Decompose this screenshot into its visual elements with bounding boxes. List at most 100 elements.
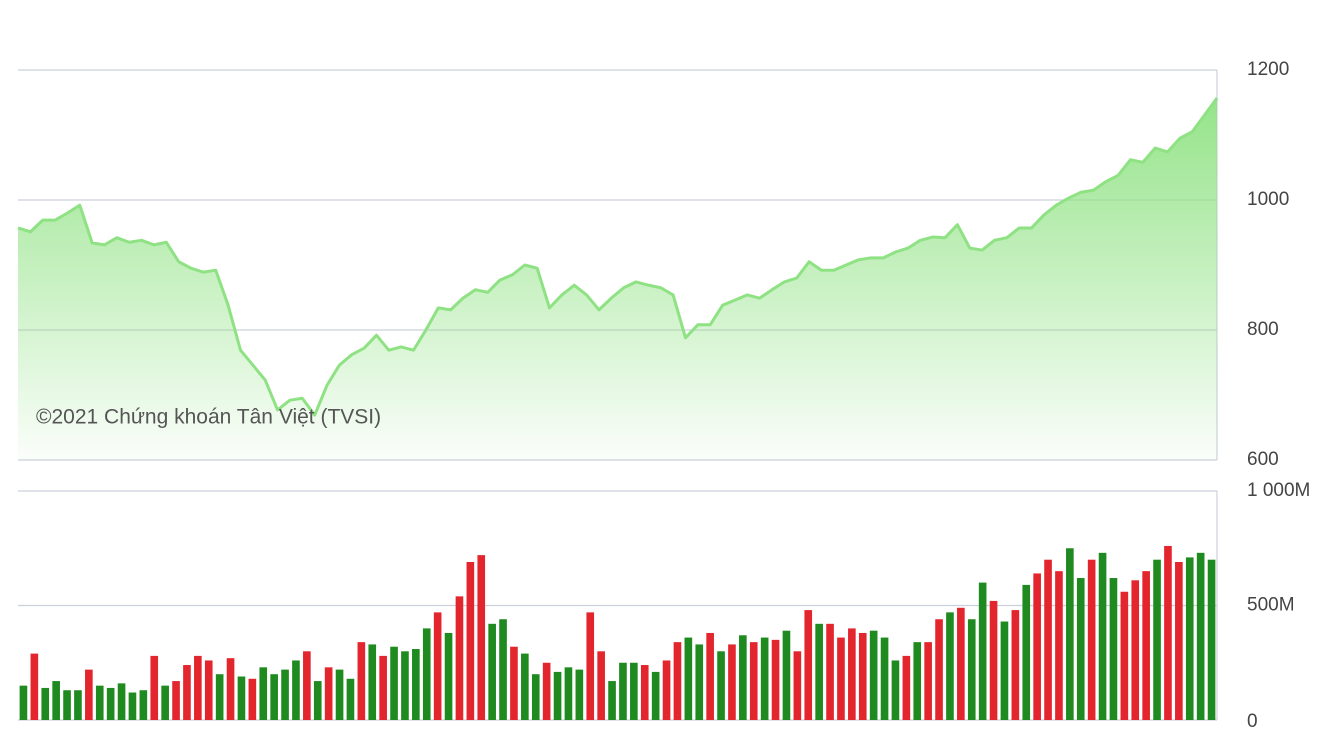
volume-bar bbox=[1066, 548, 1074, 720]
volume-bar bbox=[1033, 573, 1041, 720]
volume-bar bbox=[739, 635, 747, 720]
volume-bar bbox=[717, 651, 725, 720]
y-tick-label: 0 bbox=[1247, 711, 1258, 732]
volume-bar bbox=[1098, 552, 1107, 720]
volume-bar bbox=[63, 690, 71, 720]
volume-bar bbox=[313, 681, 322, 720]
price-area bbox=[18, 97, 1217, 460]
volume-bar bbox=[150, 655, 159, 720]
volume-bar bbox=[117, 683, 126, 720]
volume-bar bbox=[608, 681, 616, 720]
volume-bar bbox=[1153, 559, 1161, 720]
volume-bar bbox=[771, 639, 780, 720]
volume-bar bbox=[673, 642, 682, 720]
volume-bar bbox=[303, 651, 311, 720]
volume-bar bbox=[466, 561, 475, 720]
y-tick-label: 600 bbox=[1247, 449, 1279, 470]
y-tick-label: 500M bbox=[1247, 595, 1295, 616]
volume-bar bbox=[640, 665, 649, 720]
volume-bar bbox=[935, 619, 943, 720]
volume-bar bbox=[1076, 578, 1085, 720]
volume-bar bbox=[1022, 584, 1031, 720]
volume-bar bbox=[728, 644, 736, 720]
y-tick-label: 1200 bbox=[1247, 59, 1289, 80]
volume-bar bbox=[782, 630, 791, 720]
volume-bar bbox=[630, 662, 638, 720]
volume-bar bbox=[1207, 559, 1216, 720]
volume-bar bbox=[1055, 571, 1063, 720]
volume-bar bbox=[967, 619, 976, 720]
volume-bar bbox=[1044, 559, 1052, 720]
volume-bar bbox=[401, 651, 409, 720]
volume-bar bbox=[335, 669, 344, 720]
volume-bar bbox=[95, 685, 104, 720]
volume-bar bbox=[1131, 580, 1140, 720]
volume-bar bbox=[248, 678, 257, 720]
volume-bar bbox=[183, 665, 191, 720]
volume-bar bbox=[848, 628, 856, 720]
volume-bar bbox=[869, 630, 878, 720]
volume-bar bbox=[488, 623, 496, 720]
y-tick-label: 1000 bbox=[1247, 189, 1289, 210]
volume-bar bbox=[215, 674, 224, 720]
volume-bar bbox=[444, 632, 453, 720]
volume-bar bbox=[128, 692, 137, 720]
volume-bar bbox=[19, 685, 28, 720]
volume-bar bbox=[204, 660, 213, 720]
volume-bar bbox=[412, 649, 420, 720]
volume-bar bbox=[346, 678, 355, 720]
volume-bar bbox=[455, 596, 464, 720]
volume-bar bbox=[695, 644, 704, 720]
volume-bar bbox=[858, 632, 867, 720]
volume-bar bbox=[749, 642, 758, 720]
volume-bar bbox=[815, 623, 823, 720]
volume-bar bbox=[52, 681, 60, 720]
volume-bar bbox=[760, 637, 769, 720]
volume-bar bbox=[292, 660, 300, 720]
volume-bar bbox=[651, 671, 660, 720]
volume-bar bbox=[433, 612, 442, 720]
volume-bar bbox=[1185, 557, 1194, 720]
volume-bar bbox=[531, 674, 540, 720]
volume-bar bbox=[826, 623, 834, 720]
volume-bar bbox=[172, 681, 180, 720]
volume-bar bbox=[237, 676, 246, 720]
volume-bar bbox=[477, 555, 486, 720]
volume-bar bbox=[837, 637, 845, 720]
volume-bar bbox=[521, 653, 529, 720]
volume-bar bbox=[74, 690, 82, 720]
volume-bar bbox=[226, 658, 235, 720]
volume-bar bbox=[357, 642, 366, 720]
volume-bar bbox=[270, 674, 278, 720]
volume-bar bbox=[564, 667, 573, 720]
volume-bar bbox=[957, 607, 965, 720]
volume-bar bbox=[281, 669, 289, 720]
volume-bar bbox=[553, 671, 562, 720]
volume-bar bbox=[924, 642, 932, 720]
volume-bar bbox=[793, 651, 802, 720]
volume-bar bbox=[161, 685, 169, 720]
volume-bar bbox=[575, 669, 584, 720]
volume-bar bbox=[1000, 621, 1009, 720]
volume-bar bbox=[259, 667, 268, 720]
volume-bar bbox=[1142, 571, 1150, 720]
volume-bar bbox=[586, 612, 595, 720]
volume-bar bbox=[804, 610, 813, 720]
volume-bar bbox=[30, 653, 39, 720]
volume-bar bbox=[499, 619, 507, 720]
volume-bar bbox=[1120, 591, 1129, 720]
y-tick-label: 1 000M bbox=[1247, 480, 1310, 501]
volume-bar bbox=[1109, 578, 1118, 720]
volume-bar bbox=[1087, 559, 1096, 720]
volume-bar bbox=[41, 687, 50, 720]
volume-bar bbox=[1164, 545, 1172, 720]
volume-bar bbox=[1196, 552, 1205, 720]
volume-bar bbox=[1175, 561, 1183, 720]
volume-bar bbox=[1011, 610, 1020, 720]
volume-bar bbox=[139, 690, 148, 720]
volume-bar bbox=[390, 646, 398, 720]
volume-bar bbox=[368, 644, 377, 720]
volume-bar bbox=[422, 628, 431, 720]
